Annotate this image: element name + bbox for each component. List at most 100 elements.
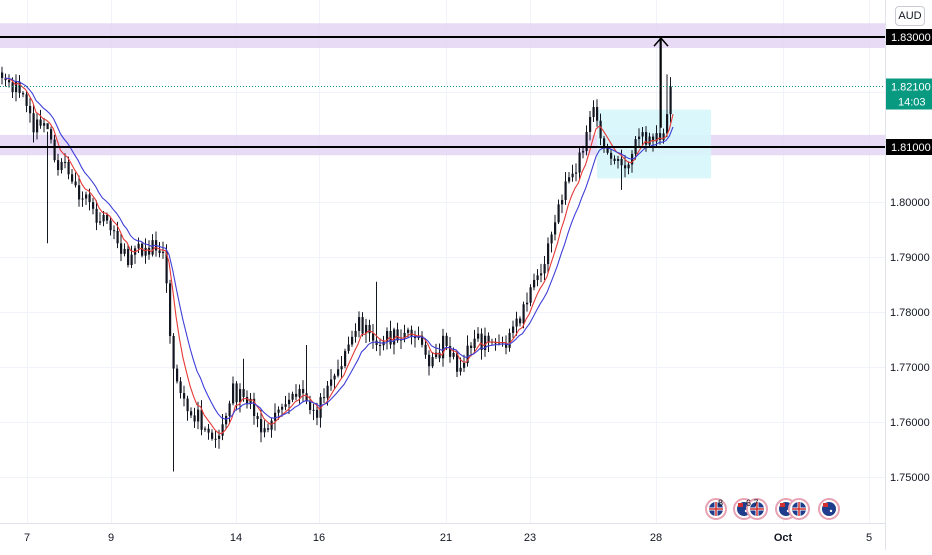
candle xyxy=(585,125,588,156)
candle-body xyxy=(613,158,616,161)
candle xyxy=(431,352,434,369)
candle xyxy=(547,237,550,274)
candle-body xyxy=(169,283,172,336)
horizontal-levels xyxy=(0,36,885,148)
economic-events[interactable]: 8 6 7 xyxy=(705,498,840,520)
candle-body xyxy=(207,428,210,433)
candle xyxy=(323,388,326,403)
candle-body xyxy=(655,133,658,142)
candle-body xyxy=(78,185,81,200)
candle xyxy=(463,354,466,373)
candle-body xyxy=(330,379,333,386)
candle-body xyxy=(666,114,669,134)
flag-au-icon-canton xyxy=(780,503,785,507)
candle-body xyxy=(645,132,648,145)
price-axis[interactable]: 1.80000 1.79000 1.78000 1.77000 1.76000 1.750… xyxy=(886,29,932,484)
candle-body xyxy=(200,409,203,430)
candle xyxy=(550,231,553,253)
candle xyxy=(340,356,343,378)
candle xyxy=(204,426,207,432)
candle-body xyxy=(396,329,399,341)
candle xyxy=(421,331,424,348)
candle-body xyxy=(627,164,630,169)
event-group[interactable] xyxy=(818,498,840,520)
candle-body xyxy=(36,119,39,133)
candle xyxy=(529,284,532,307)
candle-body xyxy=(221,424,224,436)
candle-body xyxy=(116,230,119,244)
candle xyxy=(428,350,431,376)
candle-body xyxy=(648,136,651,145)
candle xyxy=(127,245,130,268)
candle xyxy=(67,156,70,180)
candle-body xyxy=(368,324,371,334)
time-tick-label: Oct xyxy=(774,532,793,544)
event-group[interactable]: 6 7 xyxy=(733,498,768,520)
candle-body xyxy=(120,243,123,254)
candle-body xyxy=(123,248,126,254)
candle xyxy=(60,158,63,174)
candle-body xyxy=(592,107,595,118)
candle-body xyxy=(246,396,249,405)
lower-level-label-bg xyxy=(886,139,932,155)
candle-body xyxy=(204,428,207,430)
candle xyxy=(669,77,672,123)
flag-uk-icon[interactable] xyxy=(788,498,810,520)
flag-au-icon[interactable] xyxy=(818,498,840,520)
candle-body xyxy=(571,173,574,178)
candle-body xyxy=(8,80,11,83)
event-count: 8 xyxy=(718,498,723,508)
moving-average-slow xyxy=(4,77,674,420)
event-group[interactable] xyxy=(775,498,810,520)
candle-body xyxy=(421,335,424,345)
candle-body xyxy=(165,251,168,284)
candle-body xyxy=(379,345,382,347)
currency-badge[interactable]: AUD xyxy=(895,6,925,26)
candle-body xyxy=(410,329,413,336)
candle xyxy=(375,281,378,352)
candle-body xyxy=(148,247,151,255)
candle-body xyxy=(71,174,74,182)
candle xyxy=(459,357,462,376)
range-box-rect xyxy=(597,109,711,179)
candle-body xyxy=(659,133,662,140)
time-tick-label: 7 xyxy=(24,532,30,544)
candle-body xyxy=(312,409,315,411)
flag-uk-icon[interactable] xyxy=(746,498,768,520)
candle-body xyxy=(263,428,266,433)
candle xyxy=(613,155,616,165)
candle-body xyxy=(284,404,287,407)
candle xyxy=(123,243,126,257)
event-group[interactable]: 8 xyxy=(705,498,727,520)
candle-body xyxy=(144,247,147,256)
candle-body xyxy=(543,264,546,274)
candle xyxy=(512,320,515,338)
last-price-label[interactable]: 1.82100 14:03 xyxy=(886,78,932,110)
upper-level-label[interactable]: 1.83000 xyxy=(886,29,932,45)
candle-body xyxy=(428,354,431,367)
candle-body xyxy=(372,333,375,341)
candle-body xyxy=(354,330,357,337)
candle xyxy=(617,155,620,169)
candle xyxy=(578,147,581,180)
candle-body xyxy=(494,342,497,344)
lower-level-label[interactable]: 1.81000 xyxy=(886,139,932,155)
candle xyxy=(270,418,273,438)
time-axis[interactable]: 7 9 14 16 21 23 28 Oct 5 xyxy=(24,532,872,544)
candle-body xyxy=(239,389,242,403)
candle xyxy=(85,191,88,205)
candle xyxy=(456,351,459,378)
candle-body xyxy=(526,302,529,305)
candle-body xyxy=(477,333,480,339)
candle xyxy=(666,74,669,137)
candle xyxy=(284,395,287,411)
candle xyxy=(652,133,655,152)
candle xyxy=(92,197,95,215)
candle-body xyxy=(438,352,441,359)
candle-body xyxy=(46,123,49,130)
flag-uk-icon[interactable] xyxy=(705,498,727,520)
candle-body xyxy=(39,119,42,126)
candle-body xyxy=(641,132,644,137)
